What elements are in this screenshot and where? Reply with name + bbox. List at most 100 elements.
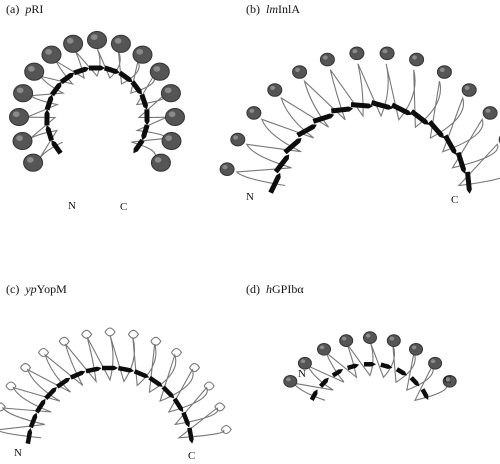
- alpha-helix-highlight: [382, 49, 388, 54]
- beta-strand: [420, 388, 429, 400]
- alpha-helix-highlight: [439, 67, 445, 72]
- beta-strand: [309, 389, 318, 401]
- panel-d-label: (d) hGPIbα: [246, 282, 304, 296]
- alpha-helix: [283, 374, 298, 388]
- alpha-helix-highlight: [365, 333, 371, 338]
- coil-loop: [171, 347, 183, 358]
- beta-strand: [364, 361, 376, 367]
- coil-loop: [127, 329, 140, 339]
- panel-c-c-terminus: C: [188, 450, 196, 462]
- beta-strand: [161, 385, 175, 399]
- alpha-helix: [409, 52, 425, 67]
- alpha-helix: [12, 131, 33, 151]
- beta-strand: [73, 66, 90, 76]
- alpha-helix: [132, 45, 153, 64]
- beta-strand: [103, 65, 120, 75]
- alpha-helix: [386, 334, 401, 347]
- alpha-helix: [160, 84, 181, 103]
- alpha-helix-highlight: [389, 336, 395, 341]
- alpha-helix-highlight: [45, 48, 52, 55]
- beta-strand: [133, 138, 145, 154]
- coil-loop: [104, 327, 116, 337]
- panel-c-label: (c) ypYopM: [6, 282, 67, 296]
- alpha-helix: [150, 153, 171, 172]
- coil-backbone: [235, 63, 500, 187]
- coil-loop: [5, 381, 17, 391]
- beta-strand: [347, 363, 360, 371]
- beta-strand: [141, 124, 150, 141]
- beta-strand: [25, 427, 33, 445]
- alpha-helix: [317, 342, 331, 356]
- beta-strand: [172, 397, 184, 413]
- alpha-helix-highlight: [233, 135, 239, 140]
- alpha-helix: [24, 62, 45, 81]
- alpha-helix-highlight: [164, 87, 172, 94]
- alpha-helix-highlight: [26, 157, 34, 163]
- beta-strand: [395, 367, 408, 376]
- alpha-helix: [161, 131, 182, 151]
- alpha-helix: [409, 342, 423, 356]
- beta-strand: [44, 109, 50, 126]
- alpha-helix: [379, 46, 395, 61]
- coil-backbone: [26, 47, 169, 159]
- alpha-helix-highlight: [28, 65, 35, 72]
- beta-strand: [380, 362, 393, 370]
- alpha-helix-highlight: [12, 111, 20, 118]
- alpha-helix: [165, 107, 185, 127]
- beta-strand: [465, 171, 472, 194]
- beta-strand: [50, 81, 62, 97]
- beta-strand: [409, 376, 420, 387]
- beta-strand: [331, 369, 344, 378]
- coil-loop: [20, 363, 32, 373]
- alpha-helix: [219, 162, 235, 176]
- alpha-helix: [23, 153, 44, 172]
- alpha-helix: [267, 83, 283, 97]
- panel-a-label: (a) pRI: [6, 2, 44, 16]
- alpha-helix-highlight: [485, 108, 491, 113]
- beta-strand: [117, 365, 135, 373]
- alpha-helix: [319, 52, 335, 67]
- beta-strand: [89, 65, 105, 71]
- coil-loop: [150, 336, 162, 346]
- panel-c-structure: [0, 327, 232, 445]
- beta-strand: [55, 377, 71, 389]
- beta-strand: [44, 94, 54, 111]
- beta-strand: [102, 365, 118, 371]
- beta-strand: [85, 366, 102, 374]
- panel-b-c-terminus: C: [451, 194, 459, 206]
- panel-c-n-terminus: N: [14, 447, 22, 459]
- panel-a-structure: [9, 30, 185, 172]
- beta-strand: [296, 124, 317, 138]
- alpha-helix-highlight: [66, 38, 74, 44]
- beta-strand: [443, 134, 457, 155]
- coil-loop: [0, 402, 6, 412]
- panel-b: (b) lmInlA N C: [219, 0, 500, 230]
- alpha-helix: [87, 30, 107, 50]
- alpha-helix: [339, 334, 354, 347]
- alpha-helix: [230, 132, 246, 147]
- alpha-helix-highlight: [352, 49, 358, 54]
- beta-strand: [330, 106, 354, 114]
- beta-strand: [130, 80, 142, 95]
- alpha-helix: [461, 83, 477, 97]
- beta-strand: [51, 140, 63, 155]
- alpha-helix-highlight: [286, 377, 291, 382]
- coil-loop: [58, 336, 70, 346]
- alpha-helix-highlight: [412, 55, 417, 60]
- alpha-helix-highlight: [445, 377, 450, 382]
- beta-strand: [273, 154, 290, 174]
- beta-strand: [144, 109, 150, 126]
- beta-strand: [133, 369, 150, 379]
- panel-d-n-terminus: N: [298, 368, 306, 380]
- alpha-helix: [41, 45, 62, 64]
- panel-d-structure: [283, 331, 457, 402]
- coil-loop: [189, 363, 201, 373]
- alpha-helix: [428, 356, 443, 370]
- alpha-helix-highlight: [114, 38, 122, 44]
- alpha-helix-highlight: [411, 345, 417, 350]
- beta-strand: [118, 70, 133, 83]
- alpha-helix: [436, 65, 452, 79]
- beta-strand: [69, 370, 86, 380]
- beta-strand: [350, 102, 373, 109]
- alpha-helix: [349, 46, 365, 61]
